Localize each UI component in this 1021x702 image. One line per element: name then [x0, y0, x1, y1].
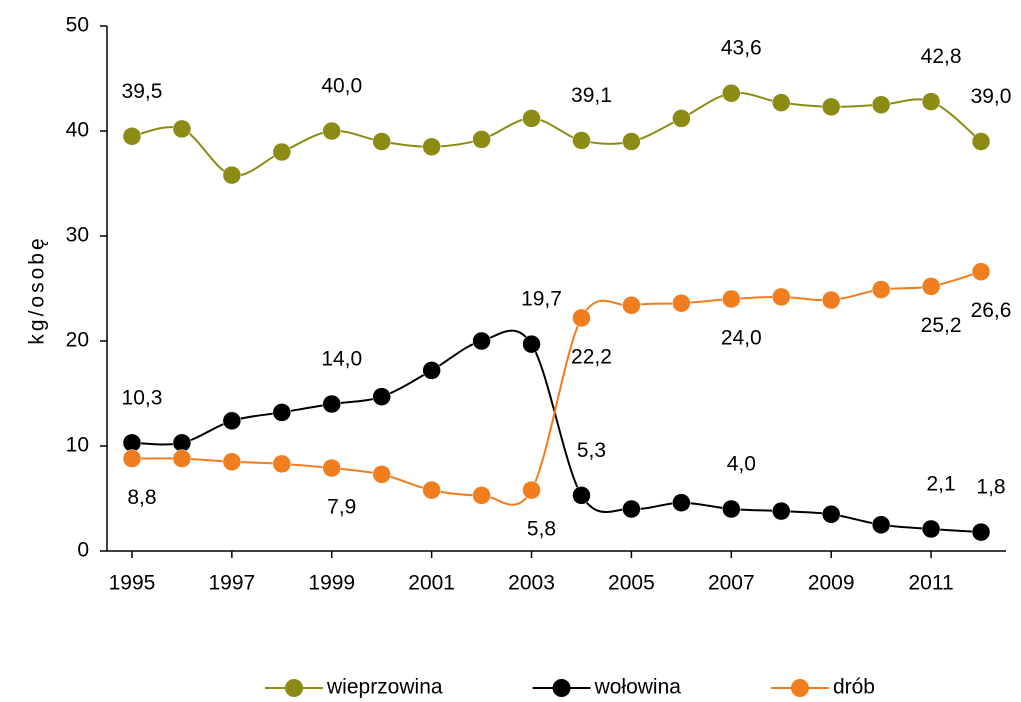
marker: [672, 493, 691, 512]
x-tick-label: 1997: [209, 572, 256, 595]
data-label: 40,0: [321, 75, 362, 98]
marker: [372, 132, 391, 151]
marker: [572, 131, 591, 150]
legend-label: wieprzowina: [326, 676, 443, 699]
data-label: 24,0: [721, 327, 762, 350]
x-tick-label: 2001: [408, 572, 455, 595]
marker: [921, 277, 941, 296]
marker: [322, 458, 341, 478]
x-tick-label: 1999: [308, 572, 355, 595]
data-label: 26,6: [971, 299, 1012, 322]
x-tick-label: 1995: [109, 572, 156, 595]
marker: [772, 93, 791, 112]
marker: [921, 519, 941, 539]
marker: [722, 83, 741, 103]
x-tick-label: 2005: [608, 572, 655, 595]
marker: [222, 411, 242, 431]
data-label: 39,1: [571, 84, 612, 107]
marker: [921, 92, 941, 111]
marker: [772, 501, 791, 521]
series-line: [131, 91, 982, 177]
marker: [322, 121, 341, 141]
marker: [472, 331, 491, 351]
y-tick-label: 50: [66, 14, 89, 37]
marker: [422, 480, 441, 500]
marker: [821, 505, 841, 524]
data-label: 25,2: [921, 314, 962, 337]
data-label: 14,0: [321, 348, 362, 371]
marker: [772, 287, 791, 307]
data-label: 2,1: [926, 472, 955, 495]
marker: [622, 499, 641, 519]
data-label: 42,8: [921, 45, 962, 68]
marker: [422, 361, 441, 380]
marker: [971, 262, 991, 281]
marker: [172, 433, 192, 453]
x-tick-label: 2011: [908, 572, 953, 595]
marker: [971, 522, 991, 542]
data-label: 5,8: [527, 518, 556, 541]
x-tick-label: 2007: [708, 572, 755, 595]
data-label: 10,3: [122, 386, 163, 409]
data-label: 22,2: [571, 345, 612, 368]
marker: [522, 109, 541, 128]
marker: [871, 280, 891, 299]
marker: [372, 465, 391, 484]
series-line: [131, 329, 982, 534]
marker: [472, 486, 491, 505]
x-tick-label: 2003: [508, 572, 555, 595]
marker: [472, 130, 491, 149]
marker: [722, 289, 741, 309]
marker: [222, 165, 242, 185]
marker: [422, 137, 441, 156]
marker: [622, 132, 641, 151]
marker: [522, 480, 541, 500]
marker: [272, 454, 292, 474]
y-tick-label: 40: [66, 119, 89, 142]
data-label: 4,0: [727, 453, 756, 476]
marker: [222, 452, 242, 471]
x-tick-label: 2009: [808, 572, 855, 595]
marker: [122, 127, 142, 146]
marker: [572, 308, 591, 328]
data-label: 39,5: [122, 80, 163, 103]
marker: [871, 95, 891, 114]
y-tick-label: 10: [66, 434, 89, 457]
marker: [622, 296, 641, 315]
marker: [122, 449, 142, 468]
data-label: 8,8: [127, 486, 156, 509]
y-axis-label: kg/osobę: [26, 235, 49, 344]
data-label: 39,0: [971, 85, 1012, 108]
data-label: 7,9: [327, 496, 356, 519]
marker: [122, 433, 142, 453]
marker: [372, 387, 391, 406]
marker: [172, 449, 192, 468]
data-label: 1,8: [976, 476, 1005, 499]
marker: [722, 499, 741, 519]
data-label: 5,3: [577, 439, 606, 462]
y-tick-label: 30: [66, 224, 89, 247]
marker: [322, 394, 341, 414]
legend-marker: [790, 679, 809, 697]
marker: [272, 142, 292, 162]
marker: [522, 334, 541, 354]
legend-marker: [552, 679, 571, 697]
data-label: 19,7: [521, 288, 562, 311]
legend-label: drób: [833, 676, 875, 699]
marker: [172, 119, 192, 139]
marker: [871, 515, 891, 534]
y-tick-label: 0: [77, 539, 89, 562]
marker: [272, 403, 292, 422]
marker: [821, 97, 841, 117]
legend-label: wołowina: [594, 676, 682, 699]
y-tick-label: 20: [66, 329, 89, 352]
marker: [821, 290, 841, 310]
legend-marker: [285, 679, 303, 697]
marker: [572, 486, 591, 505]
marker: [971, 132, 991, 151]
marker: [672, 293, 691, 313]
marker: [672, 109, 691, 128]
data-label: 43,6: [721, 37, 762, 60]
